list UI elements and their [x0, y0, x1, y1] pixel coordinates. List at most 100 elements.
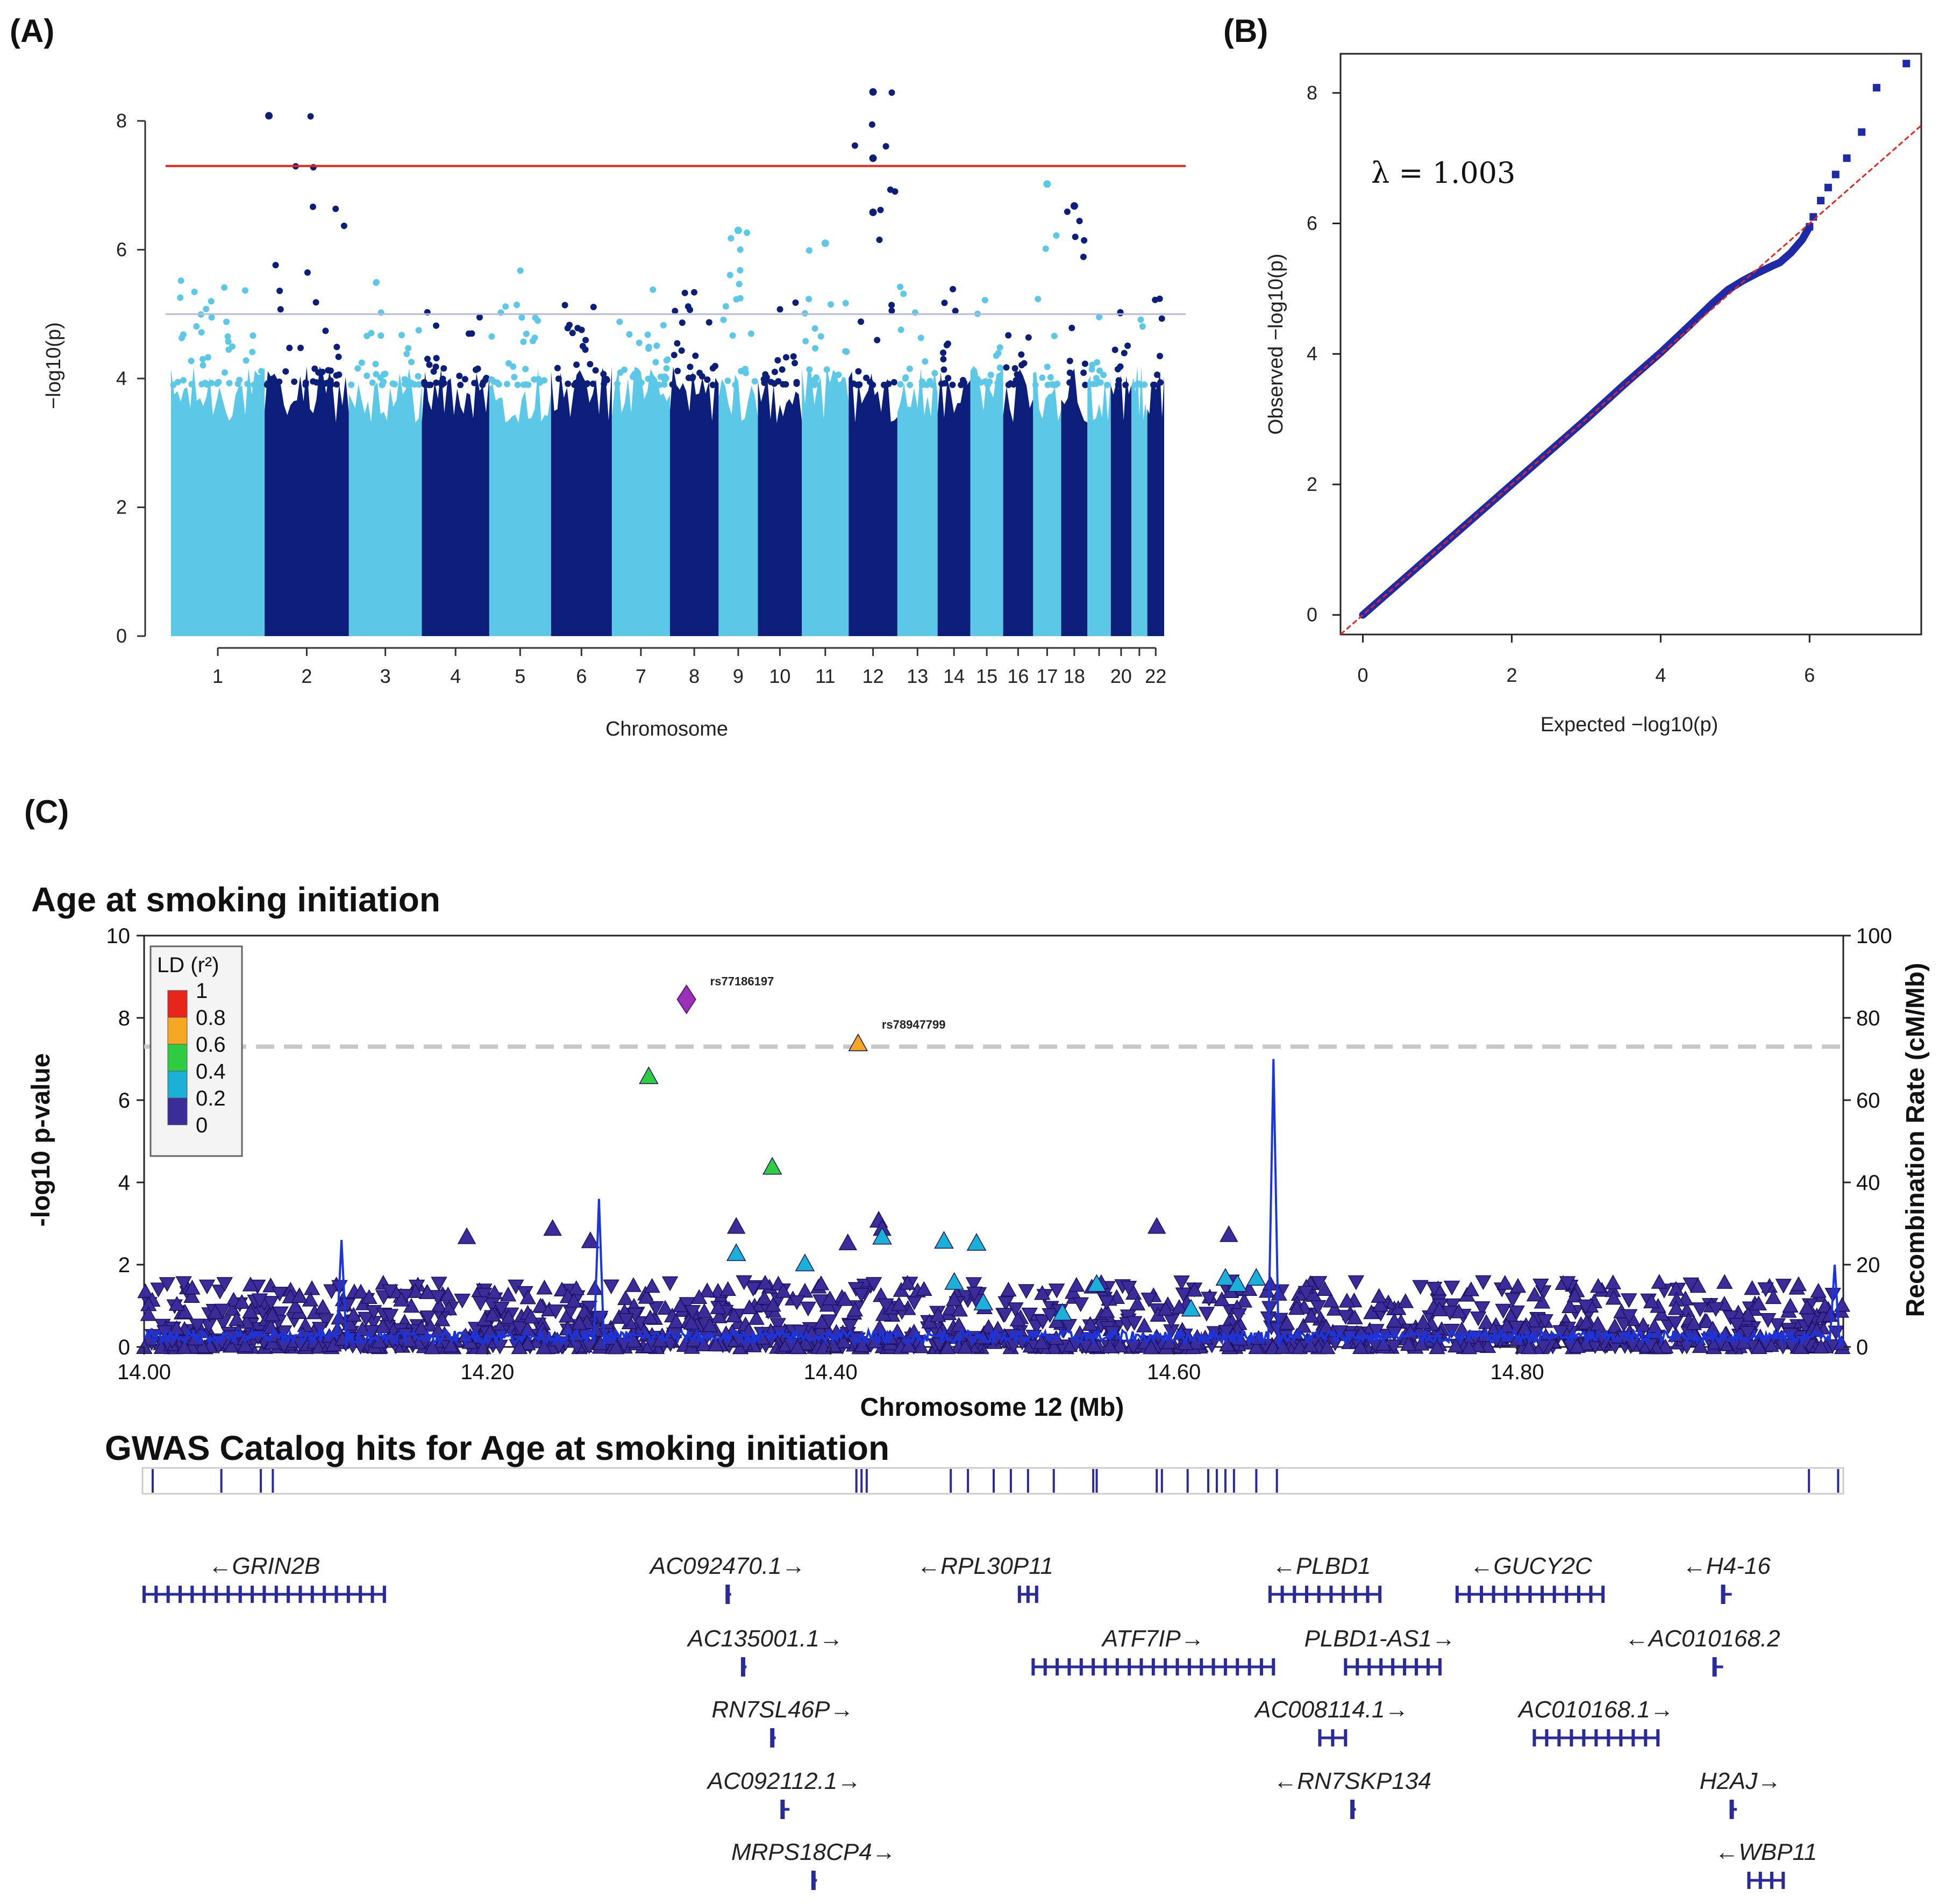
manhattan-x-tick-label: 13 [907, 665, 928, 687]
manhattan-point [1117, 363, 1124, 370]
manhattan-point [291, 378, 298, 385]
manhattan-point [222, 369, 228, 376]
background-snp [684, 1305, 701, 1320]
background-snp [1412, 1280, 1429, 1295]
background-snp [242, 1303, 259, 1318]
background-snp [996, 1308, 1014, 1323]
lz-y2-tick-label: 20 [1856, 1253, 1880, 1277]
background-snp [536, 1339, 552, 1354]
manhattan-point [737, 246, 744, 253]
background-snp [946, 1291, 963, 1306]
manhattan-point [855, 368, 862, 375]
ld-colored-snps [639, 1066, 1266, 1321]
manhattan-point [1052, 381, 1059, 388]
gene-exon [1164, 1658, 1167, 1675]
background-snp [1569, 1338, 1586, 1353]
background-snp [1816, 1297, 1834, 1313]
manhattan-point [722, 303, 729, 310]
manhattan-point [403, 351, 410, 358]
manhattan-point [180, 377, 187, 384]
gene-label: H2AJ→ [1700, 1768, 1781, 1794]
background-snp [228, 1311, 245, 1327]
background-snp [511, 1339, 528, 1354]
gene-exon [1378, 1586, 1382, 1603]
manhattan-point [1096, 367, 1103, 374]
gene-exon [334, 1586, 338, 1603]
background-snp [543, 1219, 562, 1236]
manhattan-point [751, 378, 758, 385]
background-snp [189, 1318, 205, 1333]
manhattan-point [555, 375, 562, 382]
manhattan-point [828, 301, 834, 308]
manhattan-point [311, 365, 318, 372]
background-snp [641, 1309, 659, 1324]
background-snp [842, 1319, 858, 1335]
manhattan-point [348, 381, 355, 388]
background-snp [1667, 1316, 1684, 1331]
ld-snp [1052, 1303, 1072, 1321]
gene-exon [1379, 1658, 1383, 1675]
manhattan-point [438, 379, 445, 386]
gene-label: AC010168.1→ [1517, 1696, 1674, 1723]
background-snp [150, 1282, 167, 1297]
background-snp [800, 1301, 817, 1317]
background-snp [345, 1307, 362, 1322]
manhattan-point [224, 333, 231, 340]
background-snp [916, 1281, 932, 1296]
qq-lambda: λ = 1.003 [1371, 156, 1515, 190]
background-snp [323, 1284, 340, 1299]
manhattan-point [335, 353, 342, 360]
lz-y2-tick-label: 100 [1856, 924, 1892, 948]
manhattan-point [616, 318, 623, 325]
gene-exon [359, 1586, 362, 1603]
background-snp [1126, 1316, 1143, 1331]
manhattan-point [518, 314, 525, 321]
manhattan-point [208, 298, 215, 305]
gene-exon [1035, 1586, 1038, 1603]
manhattan-point [792, 360, 798, 367]
manhattan-point [890, 379, 897, 386]
chromosome-band [1087, 375, 1111, 636]
manhattan-point [373, 279, 380, 286]
background-snp [1813, 1338, 1829, 1354]
background-snp [756, 1289, 773, 1305]
manhattan-x-tick-label: 16 [1007, 665, 1029, 687]
manhattan-point [922, 358, 929, 365]
manhattan-point [249, 332, 256, 339]
lz-y2-tick-label: 80 [1856, 1007, 1880, 1030]
gene-exon [1026, 1586, 1030, 1603]
manhattan-point [569, 330, 576, 337]
manhattan-y-tick-label: 6 [116, 238, 127, 260]
manhattan-point [669, 381, 676, 388]
background-snp [382, 1309, 399, 1324]
manhattan-y-tick-label: 4 [116, 367, 127, 389]
background-snp [899, 1275, 916, 1290]
manhattan-point [681, 289, 688, 296]
lz-y-tick-label: 2 [118, 1253, 130, 1277]
gene-exon [1175, 1658, 1179, 1675]
manhattan-point [644, 331, 651, 338]
manhattan-point [1018, 362, 1025, 368]
gene-exon [1619, 1729, 1623, 1746]
background-snp [719, 1281, 736, 1296]
gene-label: ←H4-16 [1683, 1553, 1771, 1579]
background-snp [233, 1294, 251, 1309]
manhattan-point [1072, 233, 1079, 240]
manhattan-point [416, 381, 422, 388]
ld-snp [973, 1293, 994, 1310]
manhattan-y-tick-label: 0 [116, 625, 127, 647]
background-snp [1473, 1301, 1491, 1316]
gene-exon [1187, 1658, 1191, 1675]
background-snp [1111, 1337, 1128, 1353]
manhattan-point [1025, 334, 1032, 341]
gene-exon [770, 1728, 775, 1748]
background-snp [1685, 1315, 1702, 1330]
qq-point [1902, 60, 1911, 68]
manhattan-point [790, 353, 797, 360]
background-snp [1129, 1295, 1146, 1311]
manhattan-point [996, 344, 1003, 351]
manhattan-point [471, 380, 478, 387]
manhattan-point [1005, 332, 1012, 339]
manhattan-point [564, 325, 571, 332]
chromosome-band [265, 366, 349, 636]
